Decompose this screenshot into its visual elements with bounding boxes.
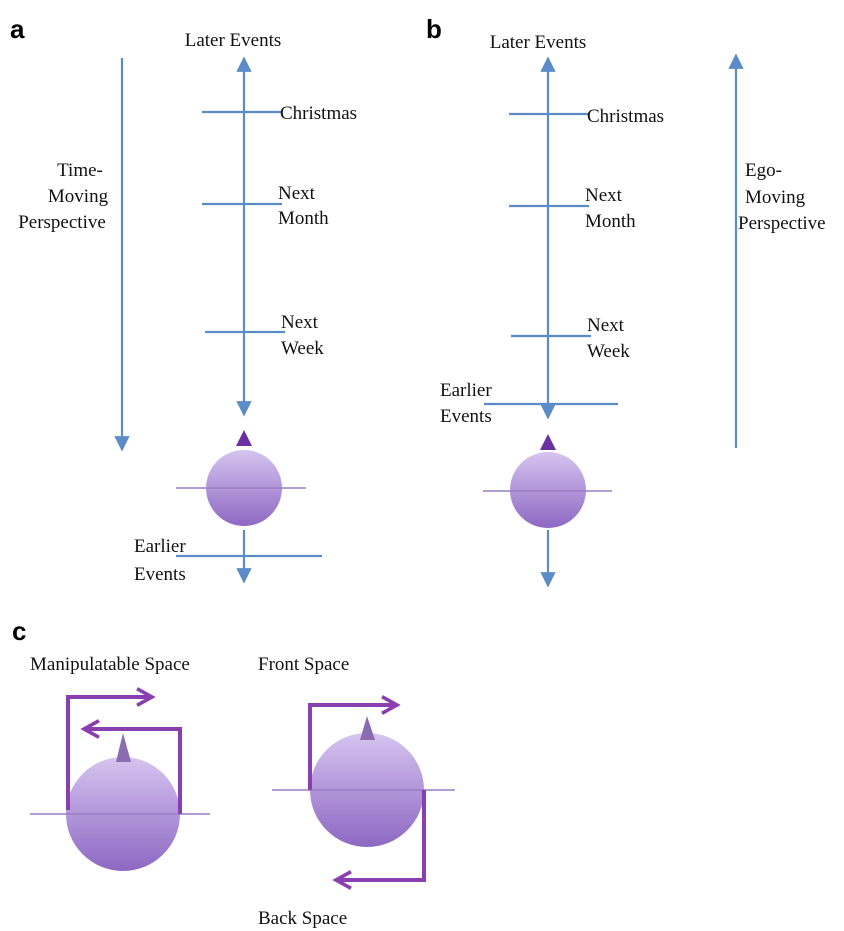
label: Moving	[745, 187, 806, 208]
label: Christmas	[280, 103, 357, 124]
label: Earlier	[440, 380, 492, 401]
nose	[360, 716, 375, 740]
label: Christmas	[587, 106, 664, 127]
label: Perspective	[18, 212, 106, 233]
label: Perspective	[738, 213, 826, 234]
label: Earlier	[134, 536, 186, 557]
label: Events	[440, 406, 492, 427]
label: Next	[278, 183, 316, 204]
label: Month	[278, 208, 329, 229]
panel-label: b	[426, 14, 442, 44]
label: Later Events	[490, 32, 587, 53]
nose	[540, 434, 556, 450]
label: Time-	[57, 160, 103, 181]
panel-label: a	[10, 14, 25, 44]
panel-label: c	[12, 616, 26, 646]
label: Week	[587, 341, 630, 362]
label: Month	[585, 211, 636, 232]
label: Next	[585, 185, 623, 206]
ego	[510, 452, 586, 528]
label: Moving	[48, 186, 109, 207]
nose	[236, 430, 252, 446]
label: Front Space	[258, 654, 349, 675]
label: Events	[134, 564, 186, 585]
label: Next	[587, 315, 625, 336]
label: Later Events	[185, 30, 282, 51]
label: Ego-	[745, 160, 782, 181]
label: Manipulatable Space	[30, 654, 190, 675]
label: Back Space	[258, 908, 347, 929]
nose	[116, 733, 131, 762]
label: Week	[281, 338, 324, 359]
label: Next	[281, 312, 319, 333]
figure: a Time- Moving Perspective Later Events …	[0, 0, 844, 931]
